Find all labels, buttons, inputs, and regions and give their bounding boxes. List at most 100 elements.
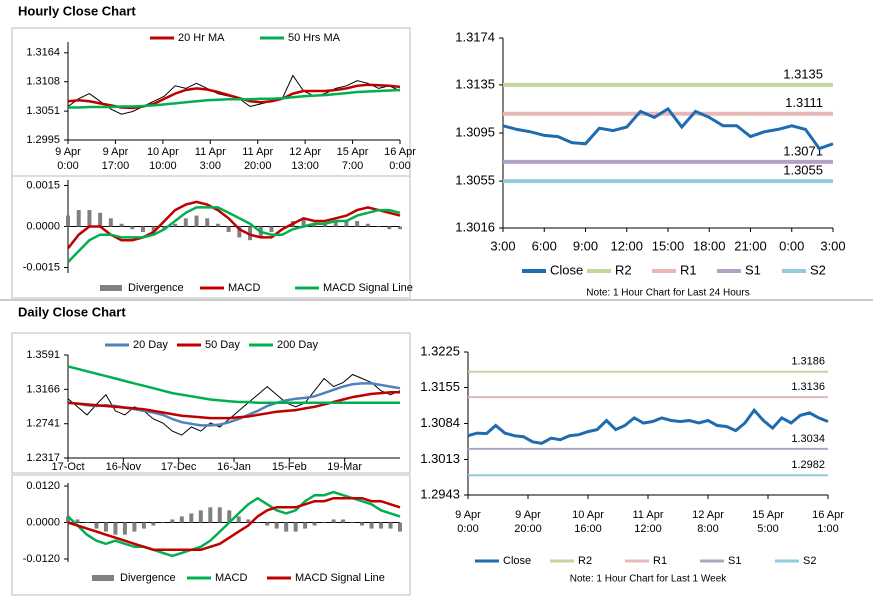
level-label: 1.3186	[791, 356, 825, 368]
x-tick-label: 0:00	[57, 160, 78, 172]
level-label: 1.3136	[791, 381, 825, 393]
legend-label: R2	[578, 555, 592, 567]
legend-label: MACD	[215, 572, 247, 584]
divergence-bar	[94, 522, 99, 529]
divergence-bar	[323, 223, 328, 227]
y-tick-label: -0.0015	[23, 261, 60, 273]
x-tick-label: 13:00	[291, 160, 319, 172]
x-tick-label: 8:00	[697, 523, 718, 535]
divergence-bar	[274, 522, 279, 529]
x-tick-label: 3:00	[490, 238, 515, 253]
divergence-bar	[108, 218, 113, 227]
divergence-bar	[301, 218, 306, 227]
divergence-bar	[113, 522, 118, 535]
legend-label: Divergence	[120, 572, 176, 584]
legend-swatch	[100, 285, 122, 291]
x-tick-label: 16 Apr	[384, 146, 416, 158]
x-tick-label: 0:00	[779, 238, 804, 253]
chart-frame	[11, 175, 411, 299]
chart-frame	[11, 332, 411, 474]
legend-label: S1	[728, 555, 741, 567]
divergence-bar	[236, 516, 241, 523]
divergence-bar	[132, 522, 137, 532]
divergence-bar	[194, 215, 199, 227]
divergence-bar	[331, 519, 336, 523]
y-tick-label: 1.3135	[455, 76, 495, 91]
y-tick-label: 1.3055	[455, 173, 495, 188]
divergence-bar	[84, 522, 89, 523]
divergence-bar	[76, 210, 81, 227]
x-tick-label: 9 Apr	[455, 509, 481, 521]
divergence-bar	[215, 223, 220, 227]
legend-label: R2	[615, 262, 632, 277]
legend-label: S1	[745, 262, 761, 277]
legend-label: S2	[803, 555, 816, 567]
series-line	[67, 496, 401, 552]
divergence-bar	[350, 522, 355, 523]
y-tick-label: 1.2317	[26, 452, 60, 464]
series-line	[67, 200, 401, 250]
divergence-bar	[293, 522, 298, 532]
y-tick-label: -0.0120	[23, 553, 60, 565]
divergence-bar	[226, 226, 231, 232]
divergence-bar	[140, 226, 145, 232]
legend-label: 50 Hrs MA	[288, 32, 341, 44]
x-tick-label: 9 Apr	[55, 146, 81, 158]
divergence-bar	[141, 522, 146, 529]
x-tick-label: 16-Nov	[106, 461, 142, 473]
x-tick-label: 21:00	[734, 238, 767, 253]
section-title: Hourly Close Chart	[18, 3, 136, 18]
divergence-bar	[130, 226, 135, 230]
chart-note: Note: 1 Hour Chart for Last 1 Week	[570, 574, 728, 585]
y-tick-label: 1.3166	[26, 383, 60, 395]
x-tick-label: 1:00	[817, 523, 838, 535]
x-tick-label: 17:00	[102, 160, 130, 172]
x-tick-label: 9 Apr	[515, 509, 541, 521]
divergence-bar	[205, 218, 210, 227]
x-tick-label: 12 Apr	[289, 146, 321, 158]
y-tick-label: 1.3164	[26, 47, 60, 59]
x-tick-label: 10 Apr	[147, 146, 179, 158]
divergence-bar	[344, 221, 349, 227]
x-tick-label: 16 Apr	[812, 509, 844, 521]
x-tick-label: 17-Dec	[161, 461, 197, 473]
divergence-bar	[237, 226, 242, 238]
level-label: 1.3034	[791, 433, 825, 445]
divergence-bar	[122, 522, 127, 535]
divergence-bar	[173, 223, 178, 227]
section-title: Daily Close Chart	[18, 304, 126, 319]
series-line	[67, 391, 400, 420]
x-tick-label: 15 Apr	[337, 146, 369, 158]
legend-label: 200 Day	[277, 339, 318, 351]
y-tick-label: 1.2741	[26, 418, 60, 430]
y-tick-label: 1.3084	[420, 415, 460, 430]
divergence-bar	[312, 223, 317, 227]
divergence-bar	[284, 522, 289, 532]
divergence-bar	[398, 226, 402, 230]
divergence-bar	[369, 522, 374, 529]
x-tick-label: 17-Oct	[51, 461, 84, 473]
level-label: 1.2982	[791, 459, 825, 471]
legend-label: R1	[680, 262, 697, 277]
divergence-bar	[98, 212, 103, 227]
y-tick-label: 1.3013	[420, 451, 460, 466]
divergence-bar	[119, 223, 124, 227]
x-tick-label: 0:00	[457, 523, 478, 535]
x-tick-label: 0:00	[389, 160, 410, 172]
y-tick-label: 1.3051	[26, 105, 60, 117]
divergence-bar	[376, 226, 381, 227]
x-tick-label: 15-Feb	[272, 461, 307, 473]
y-tick-label: 1.3225	[420, 343, 460, 358]
divergence-bar	[269, 226, 274, 232]
divergence-bar	[160, 522, 165, 523]
divergence-bar	[198, 510, 203, 523]
x-tick-label: 12 Apr	[692, 509, 724, 521]
y-tick-label: 0.0000	[26, 220, 60, 232]
y-tick-label: 0.0120	[26, 480, 60, 492]
divergence-bar	[217, 507, 222, 523]
y-tick-label: 1.3591	[26, 349, 60, 361]
divergence-bar	[75, 519, 80, 523]
divergence-bar	[387, 226, 392, 230]
divergence-bar	[341, 519, 346, 523]
y-tick-label: 0.0015	[26, 179, 60, 191]
